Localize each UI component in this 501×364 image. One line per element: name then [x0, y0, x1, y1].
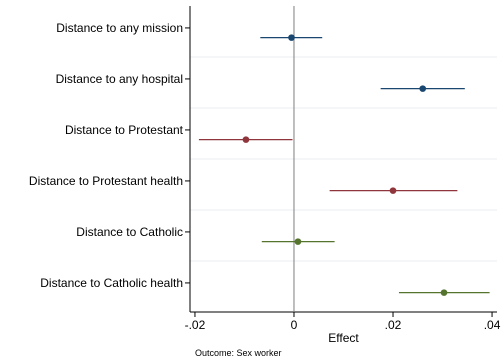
y-tick-label: Distance to Protestant — [65, 123, 184, 137]
y-axis-labels: Distance to any mission Distance to any h… — [29, 21, 184, 290]
point-estimate — [440, 289, 448, 296]
x-tick-label: .04 — [484, 318, 501, 332]
x-tick-label: 0 — [291, 318, 298, 332]
chart-note: Outcome: Sex worker — [195, 348, 282, 358]
point-estimate — [389, 187, 397, 194]
point-estimate — [294, 238, 302, 245]
y-tick-label: Distance to any mission — [56, 21, 183, 35]
y-tick-label: Distance to Protestant health — [29, 174, 183, 188]
x-tick-label: .02 — [385, 318, 402, 332]
point-estimate — [419, 85, 427, 92]
y-tick-label: Distance to Catholic health — [40, 276, 183, 290]
x-axis-ticks: -.02 0 .02 .04 — [185, 312, 501, 332]
grid-lines — [190, 56, 497, 262]
estimates — [198, 34, 490, 296]
point-estimate — [288, 34, 295, 41]
y-tick-label: Distance to Catholic — [76, 225, 183, 239]
axes — [185, 6, 497, 313]
x-tick-label: -.02 — [185, 318, 206, 332]
x-axis-title: Effect — [328, 331, 359, 345]
point-estimate — [242, 136, 250, 143]
y-tick-label: Distance to any hospital — [56, 72, 183, 86]
